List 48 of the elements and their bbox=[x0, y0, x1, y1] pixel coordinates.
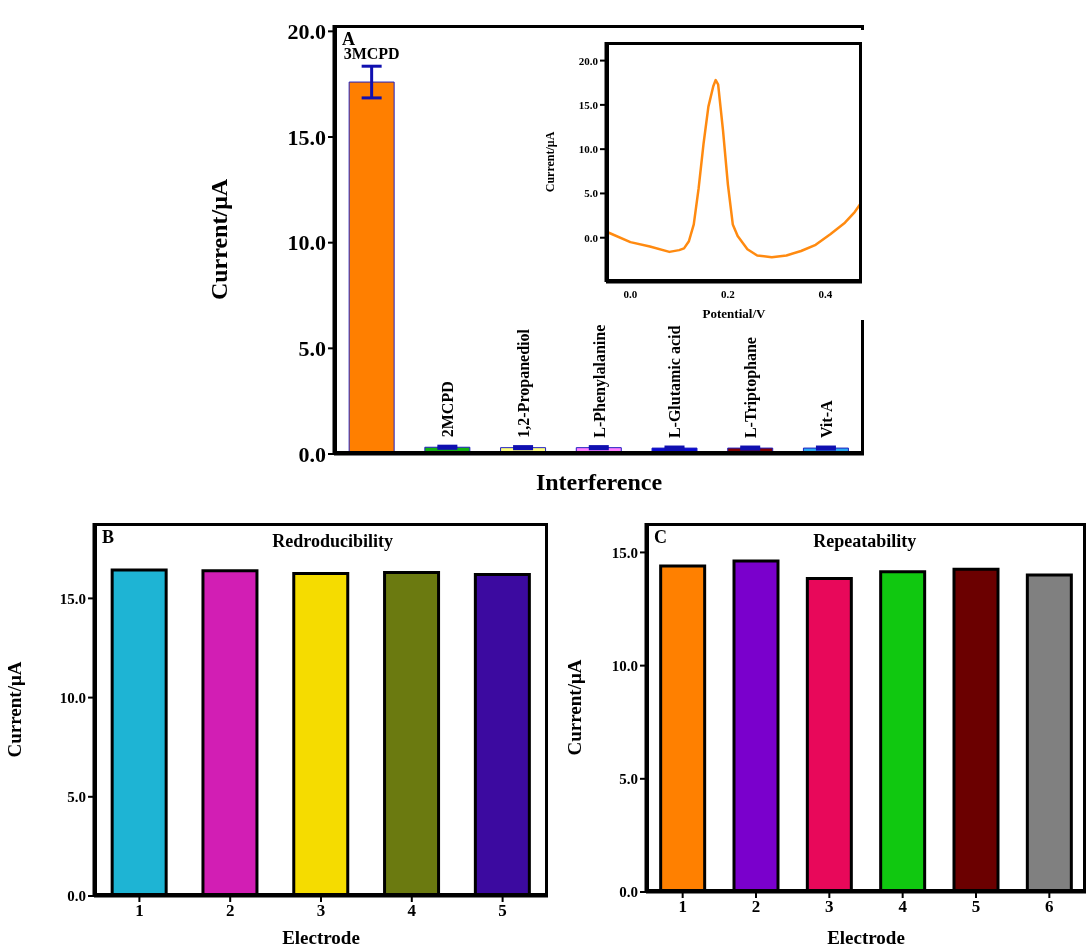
x-tick-label: 5 bbox=[498, 901, 507, 921]
x-tick-label: L-Glutamic acid bbox=[666, 325, 684, 439]
x-tick-label: L-Triptophane bbox=[742, 337, 761, 439]
y-tick-label: 10.0 bbox=[611, 657, 638, 674]
y-tick-label: 0.0 bbox=[584, 231, 599, 244]
y-tick-label: 0.0 bbox=[619, 884, 638, 901]
x-tick-label: 1 bbox=[135, 901, 144, 921]
x-tick-label: 1 bbox=[678, 897, 687, 917]
x-axis-title: Interference bbox=[535, 469, 663, 495]
x-tick-label: Vit-A bbox=[817, 400, 835, 439]
x-tick-label: 3 bbox=[825, 897, 834, 917]
y-tick-label: 15.0 bbox=[611, 544, 638, 561]
y-tick-label: 0.0 bbox=[298, 441, 326, 467]
annotation: B bbox=[102, 527, 115, 548]
x-tick-label: 3 bbox=[316, 901, 326, 921]
y-tick-label: 5.0 bbox=[584, 187, 599, 200]
chart-title: Repeatability bbox=[813, 531, 917, 552]
y-axis-title: Current/μA bbox=[543, 131, 558, 193]
x-tick-label: 6 bbox=[1045, 897, 1054, 917]
y-tick-label: 5.0 bbox=[619, 771, 638, 788]
x-tick-label: L-Phenylalanine bbox=[590, 324, 609, 438]
y-tick-label: 10.0 bbox=[287, 230, 326, 256]
y-tick-label: 5.0 bbox=[67, 789, 86, 806]
y-axis-title: Current/μA bbox=[205, 178, 232, 301]
x-tick-label: 2 bbox=[751, 897, 761, 917]
x-tick-label: 4 bbox=[898, 897, 908, 917]
x-tick-label: 0.4 bbox=[818, 287, 833, 300]
y-tick-label: 5.0 bbox=[298, 336, 326, 362]
text: Redroducibility bbox=[272, 531, 393, 552]
y-tick-label: 15.0 bbox=[59, 590, 86, 607]
x-axis-title: Electrode bbox=[282, 927, 360, 948]
x-tick-label: 1,2-Propanediol bbox=[515, 328, 534, 438]
annotation: C bbox=[654, 527, 667, 548]
y-tick-label: 15.0 bbox=[287, 124, 326, 150]
y-tick-label: 10.0 bbox=[578, 143, 599, 156]
x-tick-label: 0.2 bbox=[721, 287, 736, 300]
y-axis-title: Current/μA bbox=[3, 661, 25, 758]
x-tick-label: 2 bbox=[225, 901, 235, 921]
x-tick-label: 2MCPD bbox=[439, 381, 457, 438]
x-tick-label: 5 bbox=[971, 897, 981, 917]
y-tick-label: 20.0 bbox=[578, 54, 599, 67]
x-tick-label: 4 bbox=[407, 901, 417, 921]
y-tick-label: 15.0 bbox=[578, 98, 599, 111]
y-tick-label: 10.0 bbox=[59, 689, 86, 706]
x-axis-title: Electrode bbox=[827, 927, 905, 948]
x-axis-title: Potential/V bbox=[702, 306, 767, 321]
y-tick-label: 20.0 bbox=[287, 19, 326, 45]
y-axis-title: Current/μA bbox=[563, 659, 585, 756]
